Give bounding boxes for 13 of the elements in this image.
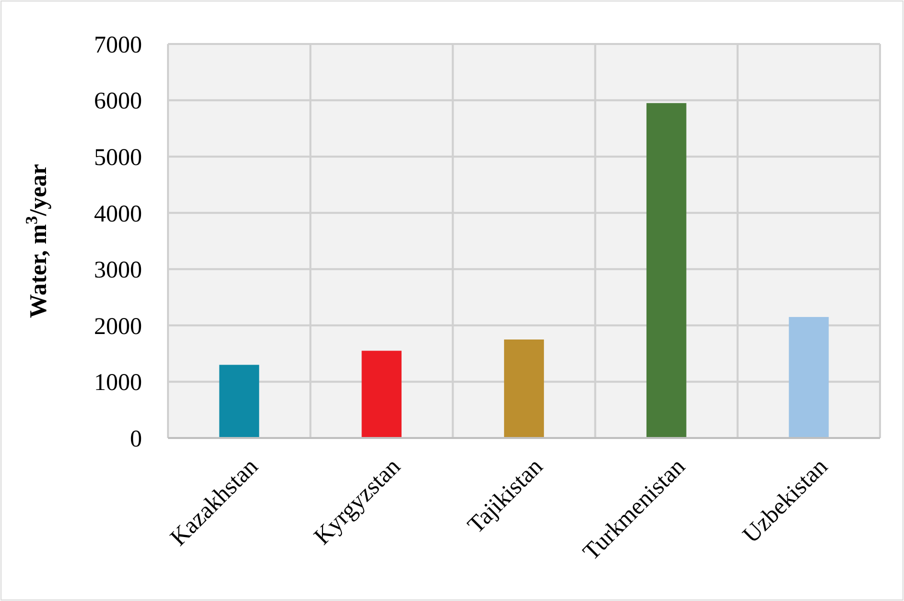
bar <box>504 340 544 438</box>
y-tick-label: 7000 <box>94 32 142 58</box>
y-tick-label: 4000 <box>94 201 142 228</box>
bar <box>219 364 260 438</box>
y-tick-label: 3000 <box>94 258 142 284</box>
y-tick-label: 5000 <box>94 144 142 171</box>
bar <box>788 316 829 438</box>
y-tick-label: 0 <box>130 426 142 452</box>
y-tick-label: 2000 <box>94 314 142 340</box>
y-tick-label: 1000 <box>94 370 142 396</box>
bar <box>362 350 402 438</box>
bar <box>646 103 686 438</box>
y-tick-label: 6000 <box>94 88 142 115</box>
